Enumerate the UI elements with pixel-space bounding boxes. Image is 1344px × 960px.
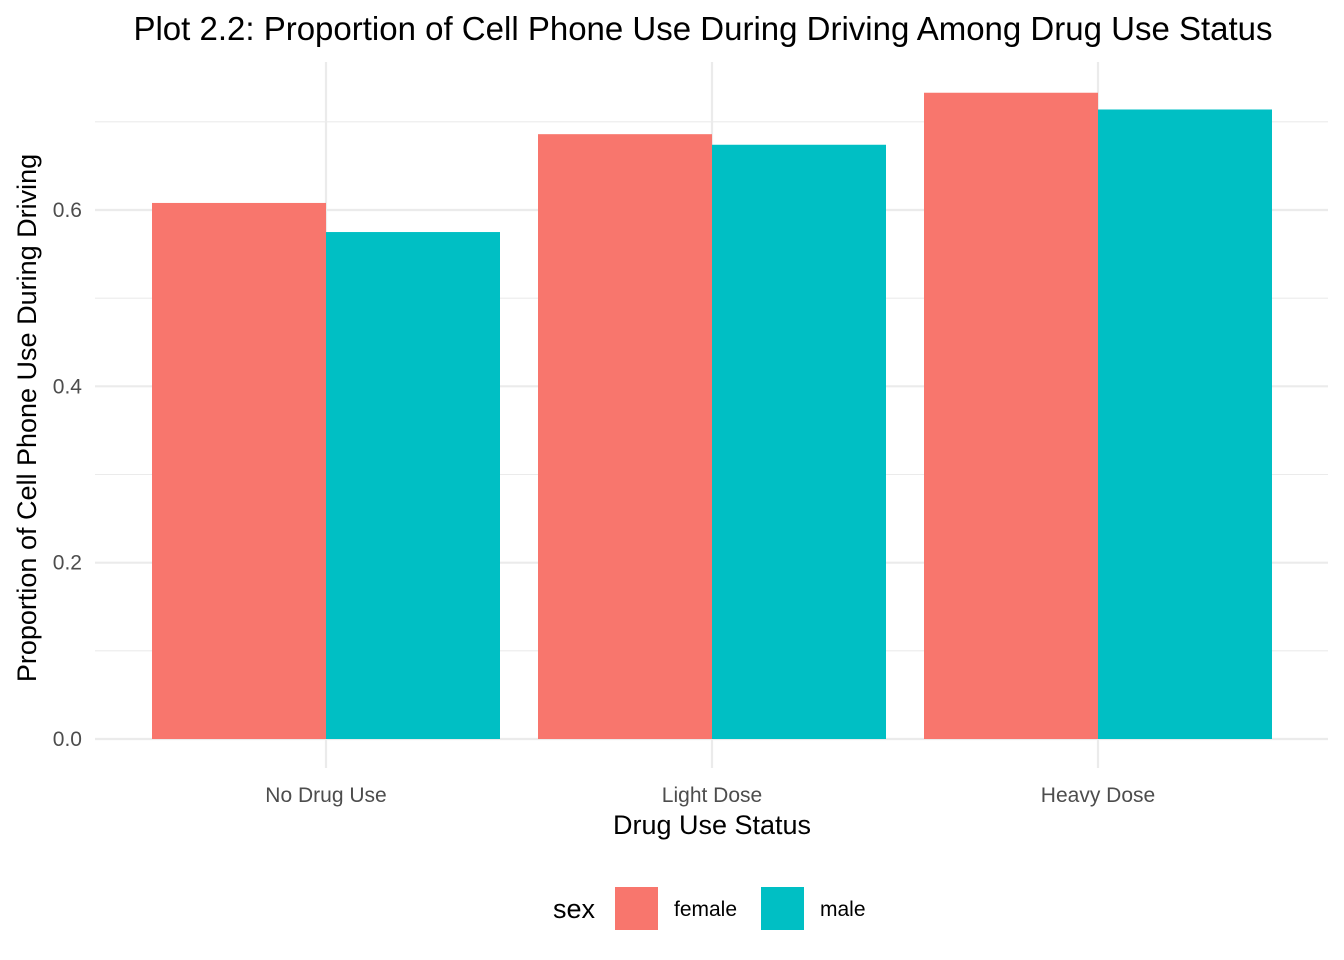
bar-female-1 bbox=[538, 134, 712, 740]
legend-label-female: female bbox=[674, 898, 737, 921]
bar-male-1 bbox=[712, 144, 886, 740]
y-tick-label: 0.0 bbox=[53, 728, 82, 751]
bar-female-0 bbox=[152, 202, 326, 740]
legend: sex female male bbox=[553, 887, 866, 930]
bar-male-0 bbox=[326, 232, 500, 739]
bar-male-2 bbox=[1098, 109, 1272, 740]
y-tick-label: 0.4 bbox=[53, 375, 83, 398]
legend-label-male: male bbox=[820, 898, 866, 921]
legend-title: sex bbox=[553, 894, 596, 924]
x-axis-ticks: No Drug Use Light Dose Heavy Dose bbox=[265, 784, 1155, 807]
x-tick-label: Heavy Dose bbox=[1041, 784, 1155, 807]
y-tick-label: 0.2 bbox=[53, 552, 82, 575]
y-axis-ticks: 0.0 0.2 0.4 0.6 bbox=[53, 199, 83, 751]
x-axis-title: Drug Use Status bbox=[613, 810, 811, 840]
y-tick-label: 0.6 bbox=[53, 199, 82, 222]
legend-swatch-male bbox=[761, 887, 804, 930]
bars bbox=[152, 92, 1272, 740]
x-tick-label: Light Dose bbox=[662, 784, 762, 807]
legend-swatch-female bbox=[615, 887, 658, 930]
chart-title: Plot 2.2: Proportion of Cell Phone Use D… bbox=[133, 10, 1272, 47]
bar-female-2 bbox=[924, 92, 1098, 739]
y-axis-title: Proportion of Cell Phone Use During Driv… bbox=[12, 154, 42, 682]
x-tick-label: No Drug Use bbox=[265, 784, 386, 807]
